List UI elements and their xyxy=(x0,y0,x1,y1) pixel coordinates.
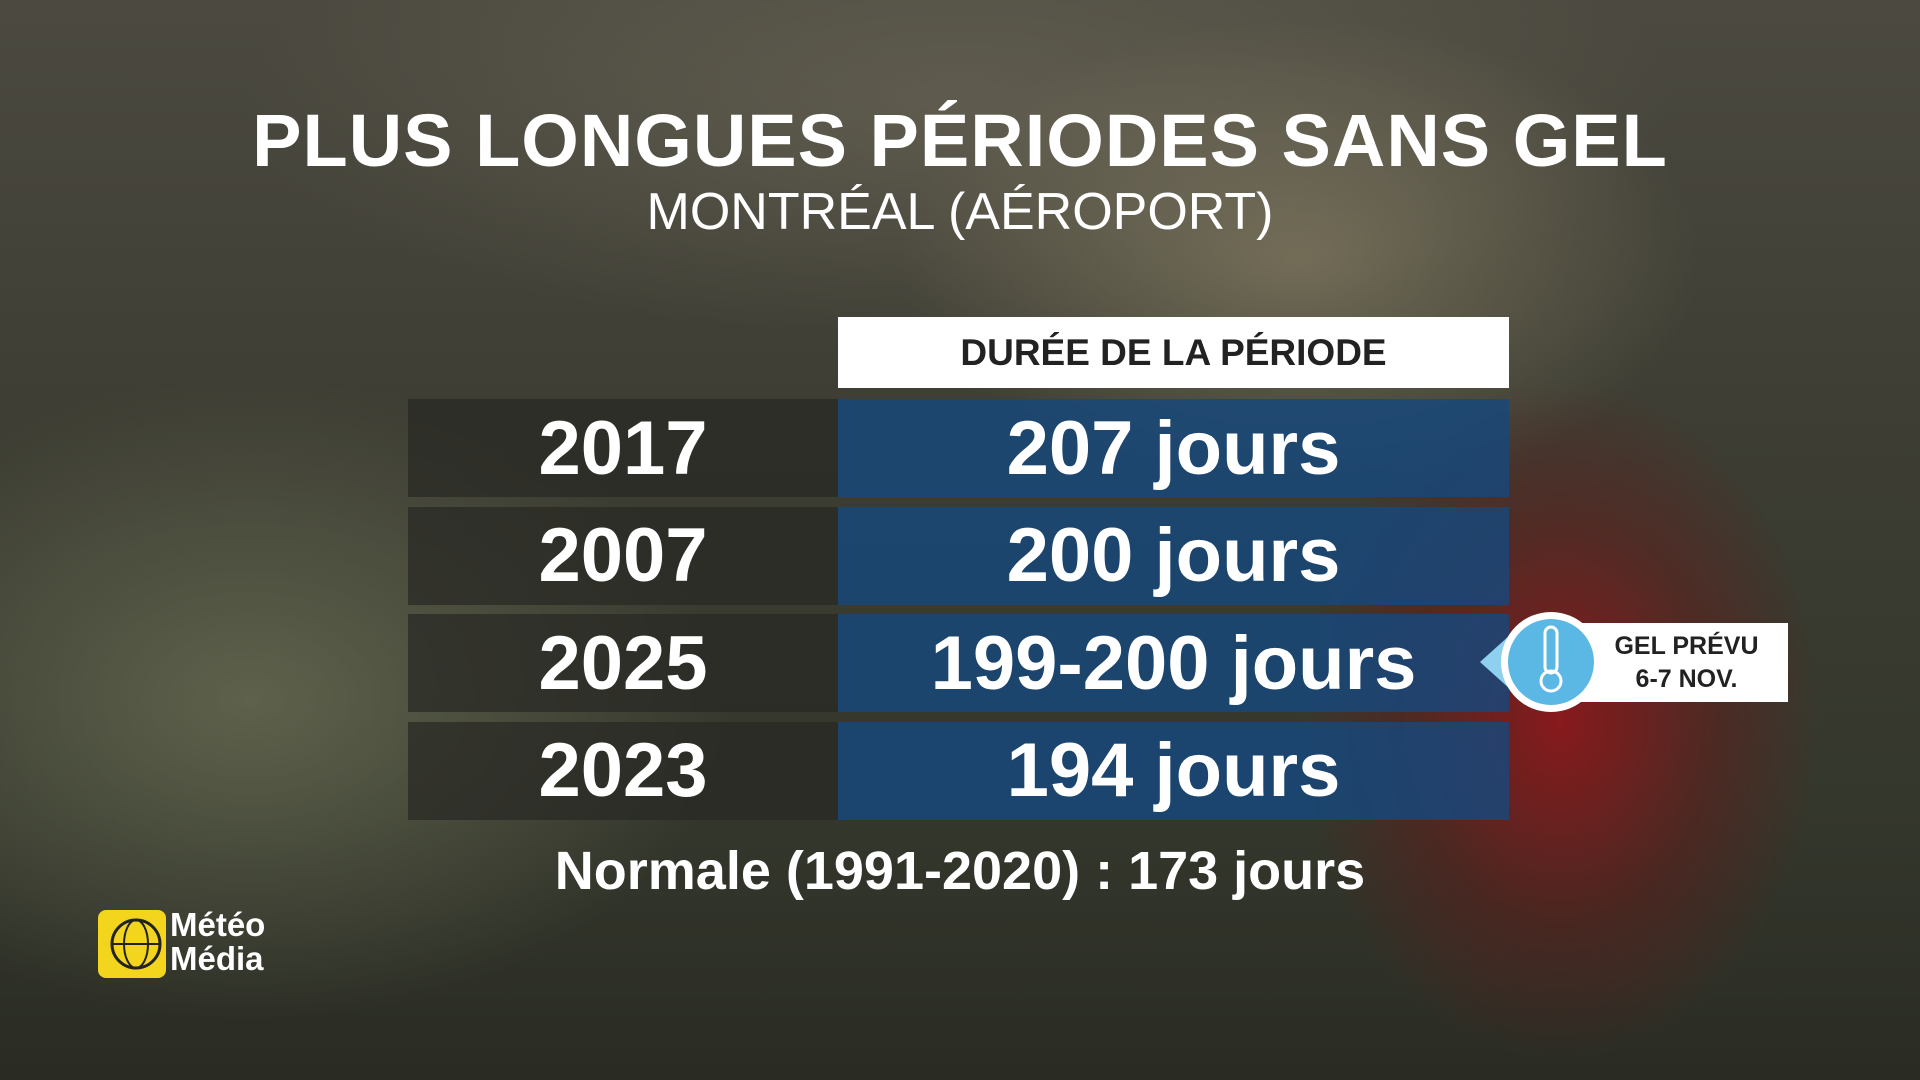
year-cell: 2025 xyxy=(408,614,838,712)
callout-icon xyxy=(1480,612,1601,712)
year-cell: 2023 xyxy=(408,721,838,820)
logo-icon xyxy=(98,910,166,978)
duration-cell: 194 jours xyxy=(838,721,1509,820)
logo-line: Météo xyxy=(170,906,266,943)
footnote: Normale (1991-2020) : 173 jours xyxy=(554,841,1366,901)
logo-line: Média xyxy=(170,940,264,977)
duration-cell: 199-200 jours xyxy=(838,614,1509,712)
logo-text: Météo Média xyxy=(170,908,265,976)
callout-line: 6-7 NOV. xyxy=(1635,664,1738,693)
title: PLUS LONGUES PÉRIODES SANS GEL xyxy=(252,99,1668,182)
duration-cell: 207 jours xyxy=(838,399,1509,497)
duration-cell: 200 jours xyxy=(838,506,1509,605)
callout-line: GEL PRÉVU xyxy=(1614,631,1759,660)
subtitle: MONTRÉAL (AÉROPORT) xyxy=(646,183,1274,241)
year-cell: 2007 xyxy=(408,506,838,605)
column-header: DURÉE DE LA PÉRIODE xyxy=(838,317,1509,388)
year-cell: 2017 xyxy=(408,399,838,497)
